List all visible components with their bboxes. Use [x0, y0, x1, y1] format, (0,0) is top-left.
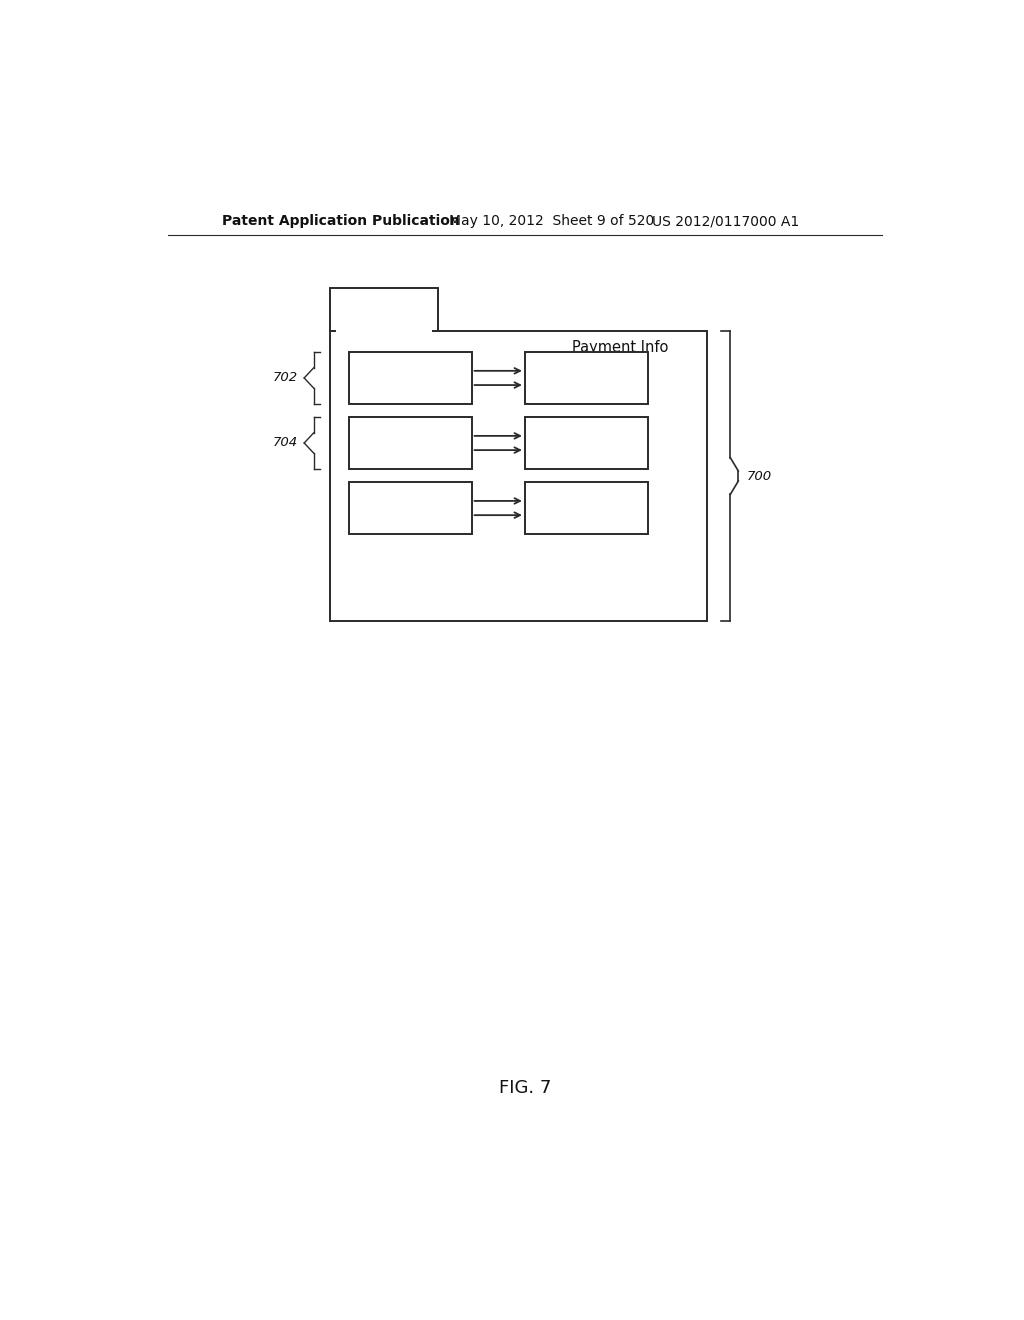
- Text: XXXXXX: XXXXXX: [556, 371, 616, 385]
- Text: XXXXXX: XXXXXX: [556, 500, 616, 516]
- Text: Patent Application Publication: Patent Application Publication: [221, 214, 460, 228]
- Bar: [348, 351, 472, 404]
- Bar: [524, 351, 648, 404]
- Bar: [336, 322, 432, 338]
- Text: Payment Info: Payment Info: [571, 341, 669, 355]
- Text: US 2012/0117000 A1: US 2012/0117000 A1: [652, 214, 799, 228]
- Text: FIG. 7: FIG. 7: [499, 1080, 551, 1097]
- Text: May 10, 2012  Sheet 9 of 520: May 10, 2012 Sheet 9 of 520: [450, 214, 654, 228]
- Bar: [348, 482, 472, 535]
- Text: XXXXXX: XXXXXX: [556, 436, 616, 450]
- Bar: [331, 331, 708, 620]
- Text: 702: 702: [272, 371, 298, 384]
- Text: 704: 704: [272, 437, 298, 450]
- Bar: [331, 289, 437, 331]
- Text: XXXXXX: XXXXXX: [380, 500, 440, 516]
- Bar: [524, 482, 648, 535]
- Text: Payment Card: Payment Card: [358, 436, 462, 450]
- Bar: [524, 417, 648, 470]
- Text: Payment: Payment: [378, 371, 442, 385]
- Bar: [348, 417, 472, 470]
- Text: 700: 700: [748, 470, 772, 483]
